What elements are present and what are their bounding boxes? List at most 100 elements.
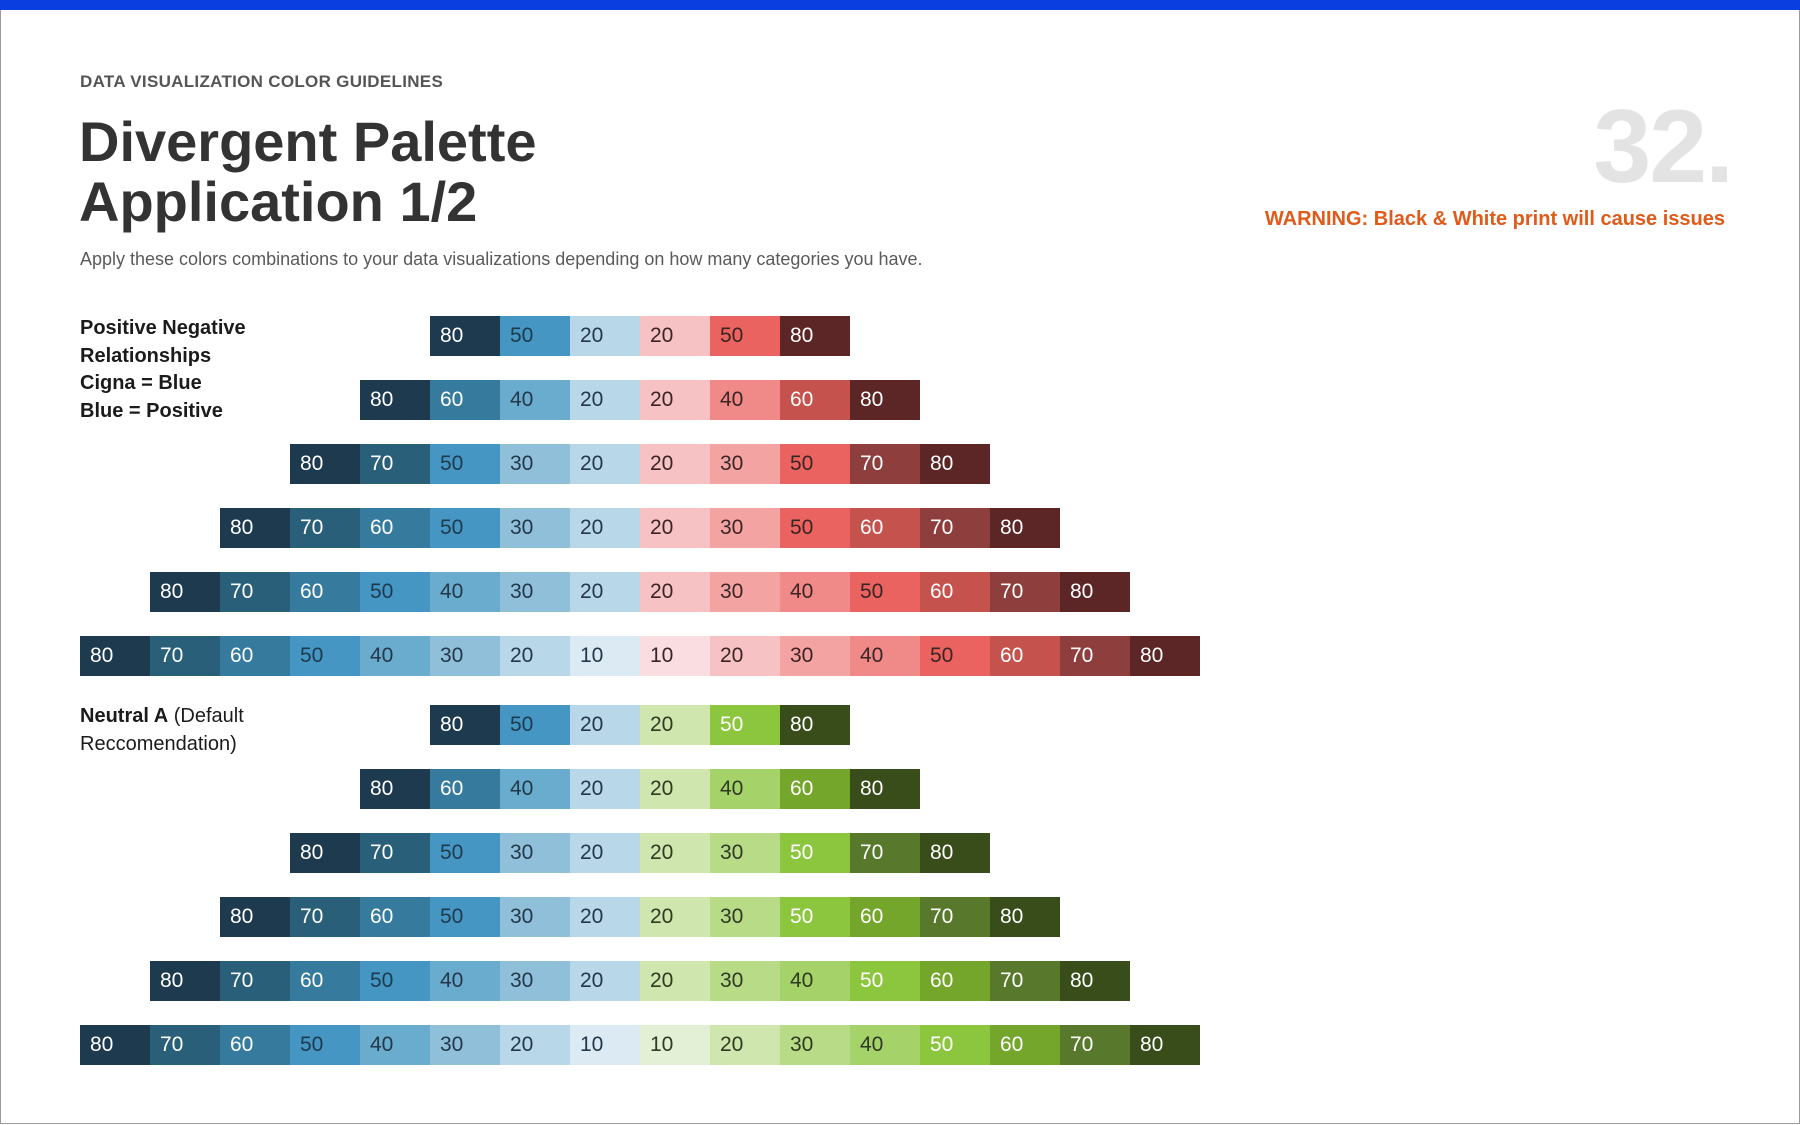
swatch-green-70: 70 xyxy=(850,833,920,873)
swatch-blue-30: 30 xyxy=(500,444,570,484)
section-label-text: Reccomendation) xyxy=(80,732,237,755)
swatch-blue-80: 80 xyxy=(360,380,430,420)
palette-ramp-posneg-16: 80 70 60 50 40 30 20 10 10 20 30 40 50 60 70 80 xyxy=(80,636,1200,676)
eyebrow-label: DATA VISUALIZATION COLOR GUIDELINES xyxy=(80,72,444,91)
palette-ramp-neutral-8: 80 60 40 20 20 40 60 80 xyxy=(360,769,920,809)
swatch-red-50: 50 xyxy=(710,316,780,356)
swatch-blue-70: 70 xyxy=(150,1025,220,1065)
swatch-blue-70: 70 xyxy=(220,572,290,612)
section-label-bold: Relationships xyxy=(80,344,212,367)
swatch-green-30: 30 xyxy=(780,1025,850,1065)
swatch-green-60: 60 xyxy=(990,1025,1060,1065)
accent-bar xyxy=(0,0,1800,10)
swatch-red-20: 20 xyxy=(640,444,710,484)
palette-ramp-posneg-8: 80 60 40 20 20 40 60 80 xyxy=(360,380,920,420)
palette-ramp-neutral-6: 80 50 20 20 50 80 xyxy=(430,705,850,745)
warning-text: WARNING: Black & White print will cause … xyxy=(1264,208,1725,230)
swatch-red-20: 20 xyxy=(710,636,780,676)
section-label-bold: Cigna = Blue xyxy=(80,372,202,394)
swatch-blue-70: 70 xyxy=(150,636,220,676)
swatch-red-50: 50 xyxy=(920,636,990,676)
swatch-blue-20: 20 xyxy=(570,316,640,356)
palette-ramp-posneg-10: 80 70 50 30 20 20 30 50 70 80 xyxy=(290,444,990,484)
swatch-blue-70: 70 xyxy=(290,897,360,937)
swatch-green-30: 30 xyxy=(710,961,780,1001)
swatch-blue-70: 70 xyxy=(290,508,360,548)
swatch-red-80: 80 xyxy=(1130,636,1200,676)
swatch-blue-20: 20 xyxy=(570,705,640,745)
swatch-green-40: 40 xyxy=(850,1025,920,1065)
swatch-green-70: 70 xyxy=(920,897,990,937)
swatch-green-60: 60 xyxy=(780,769,850,809)
swatch-red-20: 20 xyxy=(640,380,710,420)
swatch-red-10: 10 xyxy=(640,636,710,676)
title-line-1: Divergent Palette xyxy=(79,110,537,173)
swatch-red-30: 30 xyxy=(710,572,780,612)
swatch-red-20: 20 xyxy=(640,508,710,548)
swatch-blue-60: 60 xyxy=(430,769,500,809)
swatch-blue-60: 60 xyxy=(360,508,430,548)
swatch-blue-30: 30 xyxy=(500,897,570,937)
swatch-blue-60: 60 xyxy=(220,1025,290,1065)
swatch-blue-70: 70 xyxy=(220,961,290,1001)
palette-ramp-posneg-6: 80 50 20 20 50 80 xyxy=(430,316,850,356)
swatch-blue-60: 60 xyxy=(290,961,360,1001)
swatch-blue-50: 50 xyxy=(290,1025,360,1065)
swatch-green-20: 20 xyxy=(640,897,710,937)
swatch-blue-20: 20 xyxy=(570,572,640,612)
swatch-green-30: 30 xyxy=(710,897,780,937)
swatch-blue-60: 60 xyxy=(290,572,360,612)
palette-ramp-posneg-12: 80 70 60 50 30 20 20 30 50 60 70 80 xyxy=(220,508,1060,548)
swatch-green-60: 60 xyxy=(850,897,920,937)
swatch-blue-20: 20 xyxy=(570,444,640,484)
swatch-blue-40: 40 xyxy=(500,380,570,420)
swatch-green-30: 30 xyxy=(710,833,780,873)
swatch-blue-50: 50 xyxy=(360,572,430,612)
swatch-blue-30: 30 xyxy=(500,833,570,873)
swatch-red-80: 80 xyxy=(990,508,1060,548)
swatch-blue-80: 80 xyxy=(150,961,220,1001)
swatch-green-50: 50 xyxy=(780,897,850,937)
swatch-blue-80: 80 xyxy=(430,316,500,356)
swatch-red-70: 70 xyxy=(920,508,990,548)
swatch-blue-30: 30 xyxy=(430,1025,500,1065)
palette-ramp-posneg-14: 80 70 60 50 40 30 20 20 30 40 50 60 70 80 xyxy=(150,572,1130,612)
section-label-positive-negative: Positive Negative Relationships Cigna = Bl… xyxy=(80,315,246,425)
swatch-blue-50: 50 xyxy=(430,833,500,873)
swatch-red-50: 50 xyxy=(850,572,920,612)
swatch-blue-50: 50 xyxy=(290,636,360,676)
swatch-red-20: 20 xyxy=(640,572,710,612)
swatch-blue-20: 20 xyxy=(570,380,640,420)
swatch-green-80: 80 xyxy=(850,769,920,809)
section-label-bold: Positive Negative xyxy=(80,317,246,339)
swatch-green-40: 40 xyxy=(780,961,850,1001)
swatch-blue-80: 80 xyxy=(220,508,290,548)
section-label-line: Cigna = Blue xyxy=(80,370,246,398)
swatch-red-40: 40 xyxy=(710,380,780,420)
swatch-red-30: 30 xyxy=(780,636,850,676)
swatch-red-40: 40 xyxy=(780,572,850,612)
palette-ramp-neutral-10: 80 70 50 30 20 20 30 50 70 80 xyxy=(290,833,990,873)
section-label-line: Relationships xyxy=(80,343,246,371)
swatch-blue-50: 50 xyxy=(430,508,500,548)
swatch-green-80: 80 xyxy=(780,705,850,745)
swatch-green-20: 20 xyxy=(640,961,710,1001)
swatch-green-20: 20 xyxy=(710,1025,780,1065)
palette-ramp-neutral-12: 80 70 60 50 30 20 20 30 50 60 70 80 xyxy=(220,897,1060,937)
swatch-blue-40: 40 xyxy=(430,961,500,1001)
section-label-bold: Neutral A xyxy=(80,705,169,727)
swatch-blue-40: 40 xyxy=(360,636,430,676)
page-number: 32. xyxy=(1593,89,1734,205)
swatch-blue-80: 80 xyxy=(150,572,220,612)
title-line-2: Application 1/2 xyxy=(79,170,478,233)
swatch-green-20: 20 xyxy=(640,833,710,873)
swatch-red-70: 70 xyxy=(990,572,1060,612)
swatch-blue-80: 80 xyxy=(290,833,360,873)
section-label-text: (Default xyxy=(168,705,244,727)
swatch-green-50: 50 xyxy=(710,705,780,745)
swatch-green-40: 40 xyxy=(710,769,780,809)
swatch-blue-20: 20 xyxy=(500,636,570,676)
swatch-red-60: 60 xyxy=(850,508,920,548)
swatch-blue-30: 30 xyxy=(430,636,500,676)
swatch-blue-70: 70 xyxy=(360,444,430,484)
